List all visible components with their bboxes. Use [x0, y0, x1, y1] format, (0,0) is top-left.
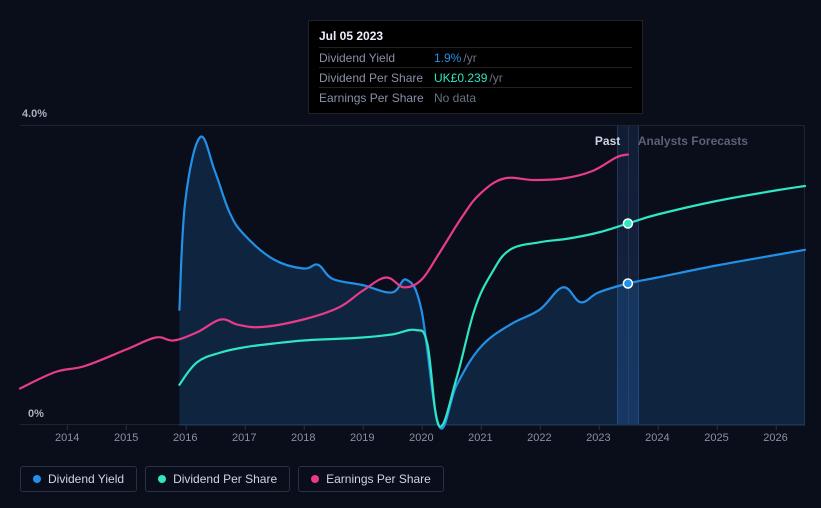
x-tick-label: 2018	[291, 432, 315, 444]
x-tick-label: 2020	[409, 432, 433, 444]
x-tick-label: 2022	[527, 432, 551, 444]
legend-label: Dividend Per Share	[173, 472, 277, 486]
x-tick-label: 2026	[763, 432, 787, 444]
legend-item-dividend-yield[interactable]: Dividend Yield	[20, 466, 137, 492]
x-tick-label: 2024	[645, 432, 669, 444]
dividend-chart: Jul 05 2023 Dividend Yield 1.9% /yr Divi…	[0, 0, 821, 508]
legend-label: Earnings Per Share	[326, 472, 431, 486]
tooltip-row: Earnings Per Share No data	[319, 87, 632, 107]
x-tick-label: 2023	[586, 432, 610, 444]
legend-label: Dividend Yield	[48, 472, 124, 486]
tooltip-unit: /yr	[489, 69, 502, 87]
x-tick-label: 2025	[704, 432, 728, 444]
tooltip-value: UK£0.239	[434, 69, 487, 87]
tooltip-value: No data	[434, 89, 476, 107]
chart-tooltip: Jul 05 2023 Dividend Yield 1.9% /yr Divi…	[308, 20, 643, 114]
x-tick-label: 2014	[55, 432, 79, 444]
tooltip-label: Earnings Per Share	[319, 89, 434, 107]
legend-dot-icon	[158, 475, 166, 483]
chart-svg	[20, 126, 804, 424]
tooltip-row: Dividend Yield 1.9% /yr	[319, 47, 632, 67]
tooltip-date: Jul 05 2023	[319, 27, 632, 47]
tooltip-label: Dividend Per Share	[319, 69, 434, 87]
legend-item-dividend-per-share[interactable]: Dividend Per Share	[145, 466, 290, 492]
tooltip-unit: /yr	[463, 49, 476, 67]
x-tick-label: 2019	[350, 432, 374, 444]
tooltip-value: 1.9%	[434, 49, 461, 67]
legend-dot-icon	[311, 475, 319, 483]
legend-item-earnings-per-share[interactable]: Earnings Per Share	[298, 466, 444, 492]
x-tick-label: 2015	[114, 432, 138, 444]
x-tick-label: 2016	[173, 432, 197, 444]
plot-area[interactable]: Past Analysts Forecasts	[20, 125, 805, 425]
legend-dot-icon	[33, 475, 41, 483]
tooltip-row: Dividend Per Share UK£0.239 /yr	[319, 67, 632, 87]
x-tick-label: 2017	[232, 432, 256, 444]
tooltip-label: Dividend Yield	[319, 49, 434, 67]
x-tick-label: 2021	[468, 432, 492, 444]
chart-legend: Dividend Yield Dividend Per Share Earnin…	[20, 466, 444, 492]
y-axis-max-label: 4.0%	[22, 108, 47, 120]
